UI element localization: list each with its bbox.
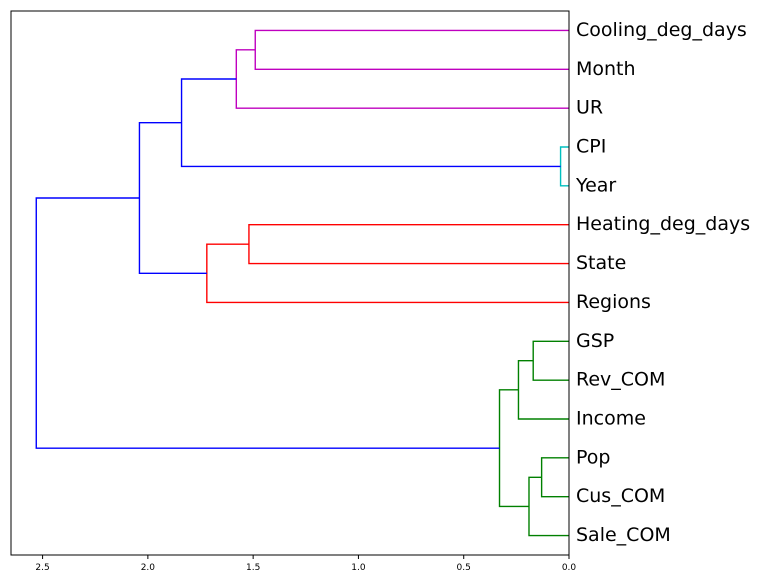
dendrogram-link	[498, 389, 529, 508]
dendrogram-link	[138, 122, 207, 274]
leaf-label: State	[576, 252, 626, 274]
dendrogram-link	[235, 49, 569, 109]
leaf-label: Year	[575, 174, 616, 196]
leaf-label: Cus_COM	[576, 485, 665, 507]
dendrogram-link	[540, 457, 569, 498]
x-tick-label: 1.5	[246, 563, 260, 573]
leaf-label: Cooling_deg_days	[576, 19, 747, 41]
leaf-label: Pop	[576, 446, 610, 468]
leaf-label: Sale_COM	[576, 524, 671, 546]
leaf-label: Heating_deg_days	[576, 213, 750, 235]
dendrogram-link	[559, 146, 569, 187]
dendrogram-link	[180, 78, 561, 168]
dendrogram-link	[528, 476, 569, 537]
x-tick-label: 2.0	[141, 563, 156, 573]
dendrogram-link	[206, 243, 569, 304]
leaf-label: Regions	[576, 291, 651, 313]
leaf-label: Month	[576, 58, 636, 80]
plot-frame	[10, 10, 570, 556]
x-tick-label: 2.5	[35, 563, 49, 573]
dendrogram-link	[254, 29, 569, 70]
dendrogram-links	[35, 29, 569, 537]
x-tick-label: 0.0	[562, 563, 577, 573]
dendrogram-link	[35, 197, 500, 449]
dendrogram-link	[532, 340, 569, 381]
leaf-label: Rev_COM	[576, 369, 665, 391]
dendrogram-link	[517, 360, 569, 420]
leaf-label: Income	[576, 408, 646, 430]
x-axis: 2.5 2.0 1.5 1.0 0.5 0.0	[35, 555, 576, 573]
x-tick-label: 1.0	[351, 563, 366, 573]
x-tick-label: 0.5	[457, 563, 471, 573]
leaf-label: GSP	[576, 330, 614, 352]
leaf-label: UR	[576, 97, 603, 119]
dendrogram-link	[248, 224, 569, 265]
leaf-label: CPI	[576, 136, 606, 158]
leaf-labels: Cooling_deg_days Month UR CPI Year Heating_de…	[575, 19, 750, 546]
